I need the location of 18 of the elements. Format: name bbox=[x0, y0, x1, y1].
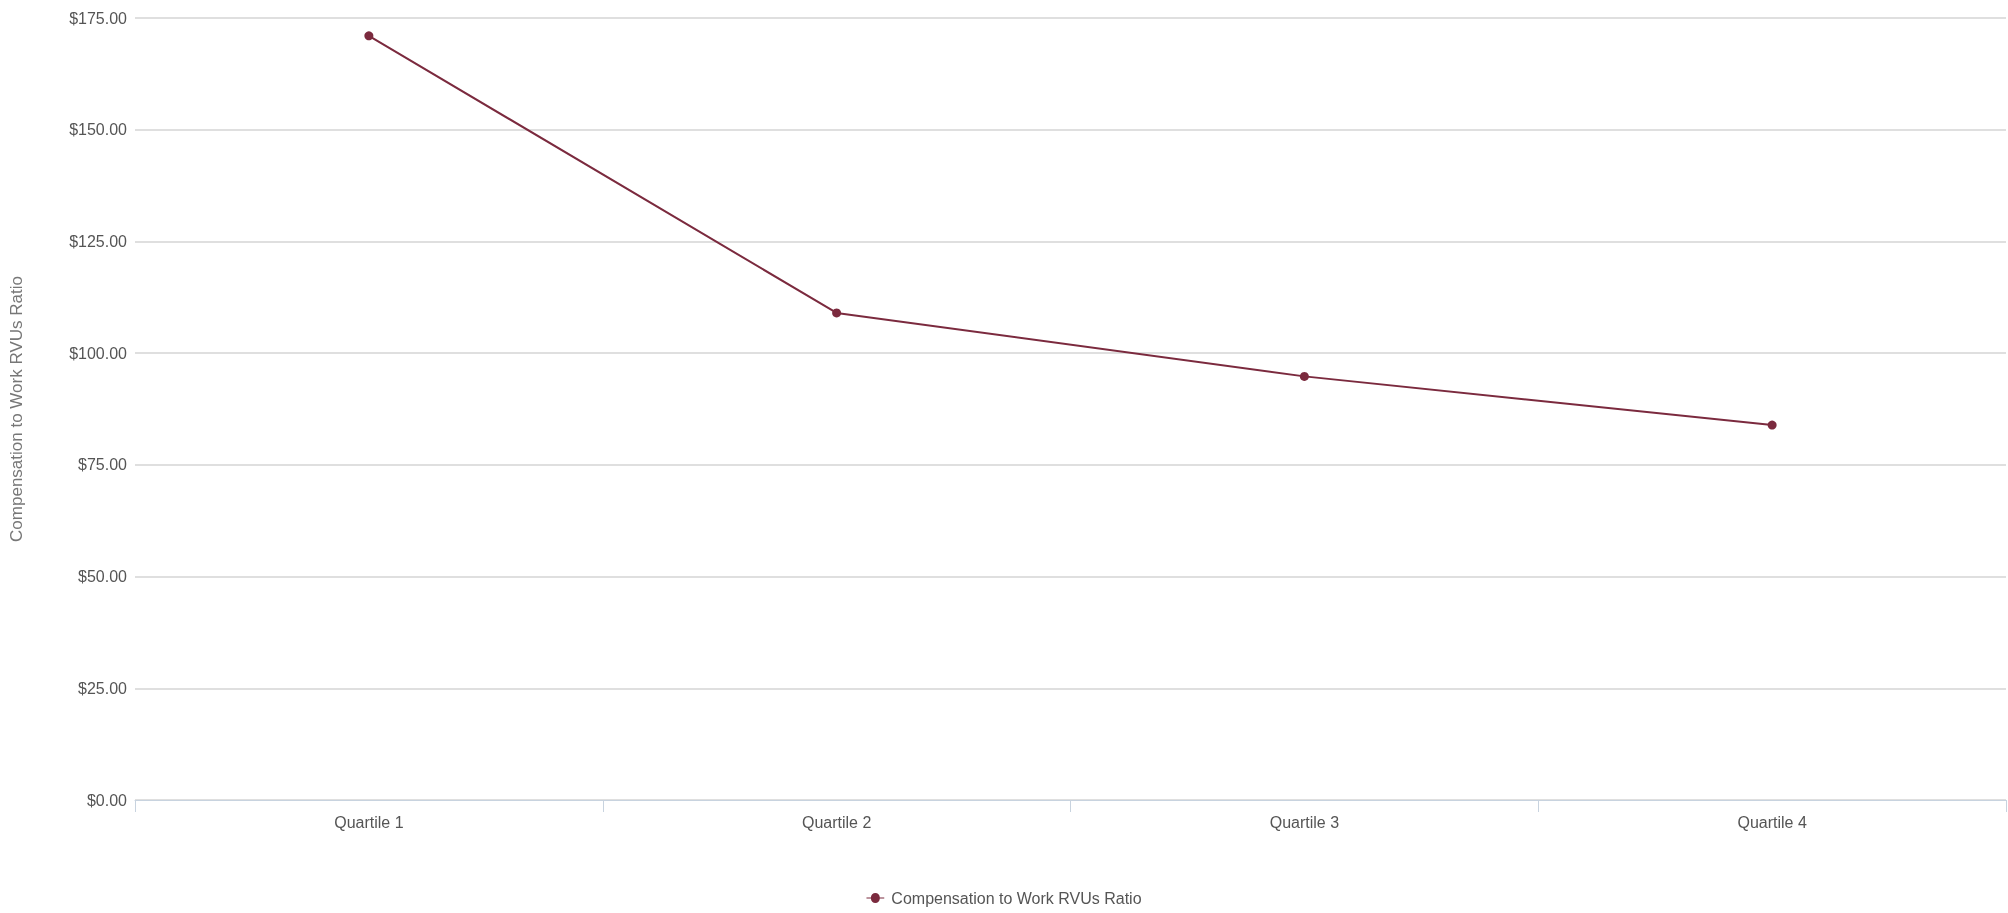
point bbox=[1299, 371, 1309, 381]
y-tick-label: $175.00 bbox=[69, 9, 128, 27]
x-tick-label: Quartile 1 bbox=[334, 813, 404, 831]
y-tick-label: $25.00 bbox=[78, 679, 128, 697]
point bbox=[1767, 420, 1777, 430]
legend-label: Compensation to Work RVUs Ratio bbox=[891, 889, 1142, 907]
point bbox=[832, 308, 842, 318]
y-tick-label: $0.00 bbox=[86, 791, 128, 809]
y-tick-label: $125.00 bbox=[69, 232, 128, 250]
y-axis-title: Compensation to Work RVUs Ratio bbox=[7, 276, 26, 542]
x-tick-label: Quartile 2 bbox=[801, 813, 872, 831]
y-tick-label: $75.00 bbox=[78, 456, 128, 474]
y-tick-label: $150.00 bbox=[69, 121, 128, 139]
y-tick-label: $100.00 bbox=[69, 344, 128, 362]
y-tick-label: $50.00 bbox=[78, 568, 128, 586]
x-tick-label: Quartile 3 bbox=[1269, 813, 1340, 831]
point bbox=[364, 31, 374, 41]
x-tick-label: Quartile 4 bbox=[1737, 813, 1807, 831]
